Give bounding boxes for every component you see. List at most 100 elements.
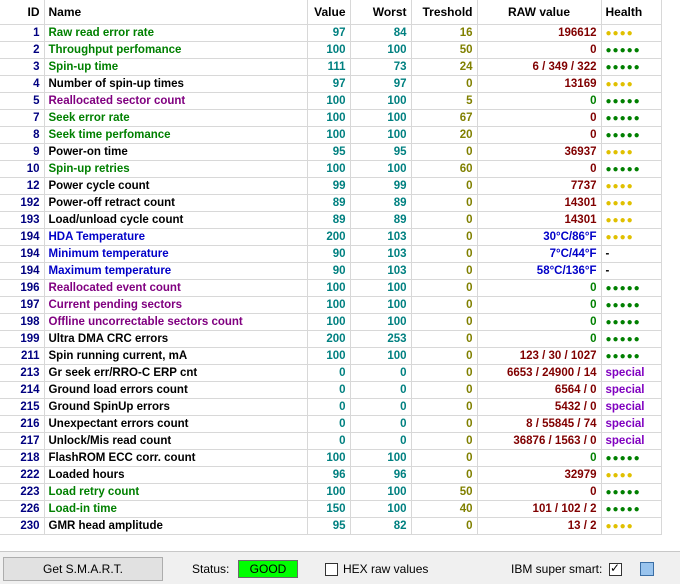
health-dots-icon: ●●●●● (605, 317, 641, 328)
hex-raw-values-label[interactable]: HEX raw values (343, 562, 429, 576)
health-dots-icon: ●●●●● (605, 351, 641, 362)
cell-health: ●●●● (601, 517, 662, 535)
cell-raw-value: 36876 / 1563 / 0 (477, 432, 602, 450)
table-row[interactable]: 192 Power-off retract count 89 89 0 14301 ●●●● (0, 194, 662, 212)
hex-raw-values-checkbox[interactable] (325, 563, 338, 576)
table-row[interactable]: 218 FlashROM ECC corr. count 100 100 0 0 ●●●●● (0, 449, 662, 467)
table-row[interactable]: 194 HDA Temperature 200 103 0 30°C/86°F ●●●● (0, 228, 662, 246)
column-header-threshold[interactable]: Treshold (411, 0, 478, 25)
column-header-health[interactable]: Health (601, 0, 662, 25)
cell-name: Current pending sectors (44, 296, 308, 314)
table-row[interactable]: 7 Seek error rate 100 100 67 0 ●●●●● (0, 109, 662, 127)
cell-health: ●●●●● (601, 313, 662, 331)
cell-health: ●●●●● (601, 126, 662, 144)
cell-value: 100 (307, 483, 351, 501)
table-row[interactable]: 198 Offline uncorrectable sectors count 10… (0, 313, 662, 331)
cell-value: 150 (307, 500, 351, 518)
cell-value: 89 (307, 194, 351, 212)
cell-value: 99 (307, 177, 351, 195)
cell-id: 226 (0, 500, 45, 518)
table-row[interactable]: 194 Minimum temperature 90 103 0 7°C/44°F - (0, 245, 662, 263)
cell-raw-value: 0 (477, 449, 602, 467)
table-row[interactable]: 8 Seek time perfomance 100 100 20 0 ●●●●● (0, 126, 662, 144)
column-header-id[interactable]: ID (0, 0, 45, 25)
table-row[interactable]: 194 Maximum temperature 90 103 0 58°C/136°F - (0, 262, 662, 280)
get-smart-button[interactable]: Get S.M.A.R.T. (3, 557, 163, 581)
cell-worst: 100 (350, 500, 412, 518)
table-row[interactable]: 215 Ground SpinUp errors 0 0 0 5432 / 0 specia… (0, 398, 662, 416)
cell-worst: 253 (350, 330, 412, 348)
table-row[interactable]: 10 Spin-up retries 100 100 60 0 ●●●●● (0, 160, 662, 178)
cell-health: ●●●●● (601, 279, 662, 297)
table-row[interactable]: 193 Load/unload cycle count 89 89 0 14301 ●●●● (0, 211, 662, 229)
table-row[interactable]: 199 Ultra DMA CRC errors 200 253 0 0 ●●●●● (0, 330, 662, 348)
column-header-raw[interactable]: RAW value (477, 0, 602, 25)
cell-id: 193 (0, 211, 45, 229)
health-dots-icon: ●●●●● (605, 96, 641, 107)
ibm-super-smart-label[interactable]: IBM super smart: (511, 562, 603, 576)
table-row[interactable]: 222 Loaded hours 96 96 0 32979 ●●●● (0, 466, 662, 484)
table-row[interactable]: 197 Current pending sectors 100 100 0 0 ●●●●● (0, 296, 662, 314)
table-row[interactable]: 12 Power cycle count 99 99 0 7737 ●●●● (0, 177, 662, 195)
table-row[interactable]: 213 Gr seek err/RRO-C ERP cnt 0 0 0 6653 / 24… (0, 364, 662, 382)
table-row[interactable]: 196 Reallocated event count 100 100 0 0 ●●●●● (0, 279, 662, 297)
table-row[interactable]: 223 Load retry count 100 100 50 0 ●●●●● (0, 483, 662, 501)
cell-threshold: 0 (411, 517, 478, 535)
smart-attributes-grid[interactable]: ID Name Value Worst Treshold RAW value H… (0, 0, 680, 547)
cell-id: 194 (0, 228, 45, 246)
cell-health: ●●●●● (601, 449, 662, 467)
table-row[interactable]: 5 Reallocated sector count 100 100 5 0 ●●●●● (0, 92, 662, 110)
table-row[interactable]: 9 Power-on time 95 95 0 36937 ●●●● (0, 143, 662, 161)
ibm-super-smart-checkbox[interactable]: ✓ (609, 561, 622, 576)
cell-worst: 0 (350, 364, 412, 382)
cell-threshold: 0 (411, 194, 478, 212)
cell-raw-value: 6564 / 0 (477, 381, 602, 399)
cell-threshold: 0 (411, 381, 478, 399)
table-row[interactable]: 214 Ground load errors count 0 0 0 6564 / 0 sp… (0, 381, 662, 399)
health-dots-icon: ●●●● (605, 470, 634, 481)
cell-raw-value: 58°C/136°F (477, 262, 602, 280)
cell-health: special (601, 398, 662, 416)
cell-threshold: 67 (411, 109, 478, 127)
cell-health: ●●●●● (601, 347, 662, 365)
cell-threshold: 50 (411, 483, 478, 501)
cell-raw-value: 13 / 2 (477, 517, 602, 535)
cell-health: - (601, 262, 662, 280)
cell-worst: 73 (350, 58, 412, 76)
column-header-worst[interactable]: Worst (350, 0, 412, 25)
table-row[interactable]: 211 Spin running current, mA 100 100 0 123 / … (0, 347, 662, 365)
column-header-name[interactable]: Name (44, 0, 308, 25)
cell-worst: 0 (350, 415, 412, 433)
cell-raw-value: 196612 (477, 24, 602, 42)
table-row[interactable]: 2 Throughput perfomance 100 100 50 0 ●●●●● (0, 41, 662, 59)
column-header-value[interactable]: Value (307, 0, 351, 25)
cell-value: 111 (307, 58, 351, 76)
cell-value: 0 (307, 364, 351, 382)
table-row[interactable]: 217 Unlock/Mis read count 0 0 0 36876 / 1563 … (0, 432, 662, 450)
cell-id: 230 (0, 517, 45, 535)
cell-worst: 100 (350, 160, 412, 178)
cell-threshold: 0 (411, 245, 478, 263)
cell-threshold: 20 (411, 126, 478, 144)
cell-health: special (601, 415, 662, 433)
cell-threshold: 0 (411, 415, 478, 433)
cell-health: ●●●● (601, 466, 662, 484)
cell-name: FlashROM ECC corr. count (44, 449, 308, 467)
color-picker-button[interactable] (640, 562, 654, 576)
health-dots-icon: ●●●● (605, 181, 634, 192)
table-row[interactable]: 230 GMR head amplitude 95 82 0 13 / 2 ●●●● (0, 517, 662, 535)
table-row[interactable]: 3 Spin-up time 111 73 24 6 / 349 / 322 ●●●●● (0, 58, 662, 76)
cell-name: Load-in time (44, 500, 308, 518)
cell-raw-value: 5432 / 0 (477, 398, 602, 416)
table-row[interactable]: 4 Number of spin-up times 97 97 0 13169 ●●●● (0, 75, 662, 93)
table-row[interactable]: 1 Raw read error rate 97 84 16 196612 ●●●● (0, 24, 662, 42)
cell-id: 217 (0, 432, 45, 450)
cell-raw-value: 13169 (477, 75, 602, 93)
cell-name: GMR head amplitude (44, 517, 308, 535)
table-row[interactable]: 226 Load-in time 150 100 40 101 / 102 / 2 ●●●●… (0, 500, 662, 518)
cell-name: Ultra DMA CRC errors (44, 330, 308, 348)
cell-threshold: 0 (411, 466, 478, 484)
health-dots-icon: ●●●● (605, 147, 634, 158)
table-row[interactable]: 216 Unexpectant errors count 0 0 0 8 / 55845 … (0, 415, 662, 433)
cell-worst: 95 (350, 143, 412, 161)
